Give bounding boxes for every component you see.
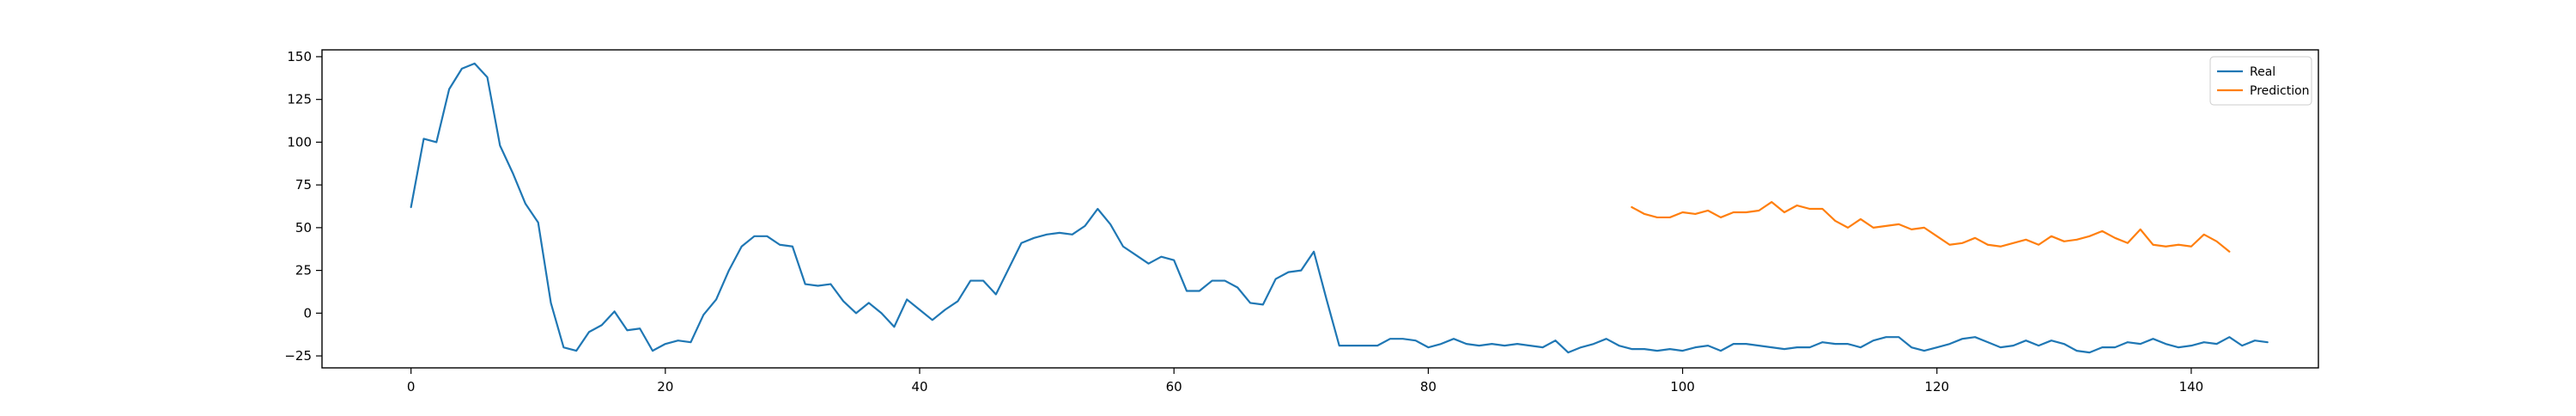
legend-box: [2209, 56, 2312, 106]
y-tick-label: 75: [295, 177, 312, 193]
plot-frame: [321, 49, 2319, 369]
x-tick-label: 140: [2179, 379, 2204, 395]
y-tick-label: 150: [287, 49, 312, 64]
y-tick-label: 100: [287, 134, 312, 150]
x-tick-label: 100: [1670, 379, 1695, 395]
x-tick-label: 20: [657, 379, 673, 395]
y-tick-label: 0: [303, 305, 312, 321]
y-tick-label: 50: [295, 220, 312, 236]
legend-label-prediction: Prediction: [2250, 84, 2310, 98]
x-axis: 0 20 40 60 80 100 120 140: [407, 368, 2203, 395]
y-tick-label: 125: [287, 92, 312, 107]
series-layer: [410, 62, 2269, 354]
x-tick-label: 60: [1166, 379, 1182, 395]
y-tick-label: 25: [295, 263, 312, 278]
x-tick-label: 0: [407, 379, 416, 395]
y-axis: −25 0 25 50 75 100 125 150: [284, 49, 322, 364]
plot-area: [322, 50, 2318, 368]
legend: Real Prediction: [2209, 56, 2312, 106]
x-tick-label: 120: [1924, 379, 1949, 395]
series-line-real: [410, 62, 2269, 354]
y-tick-label: −25: [284, 348, 312, 364]
legend-label-real: Real: [2250, 65, 2275, 79]
x-tick-label: 40: [911, 379, 927, 395]
series-line-prediction: [1631, 200, 2231, 253]
x-tick-label: 80: [1420, 379, 1437, 395]
